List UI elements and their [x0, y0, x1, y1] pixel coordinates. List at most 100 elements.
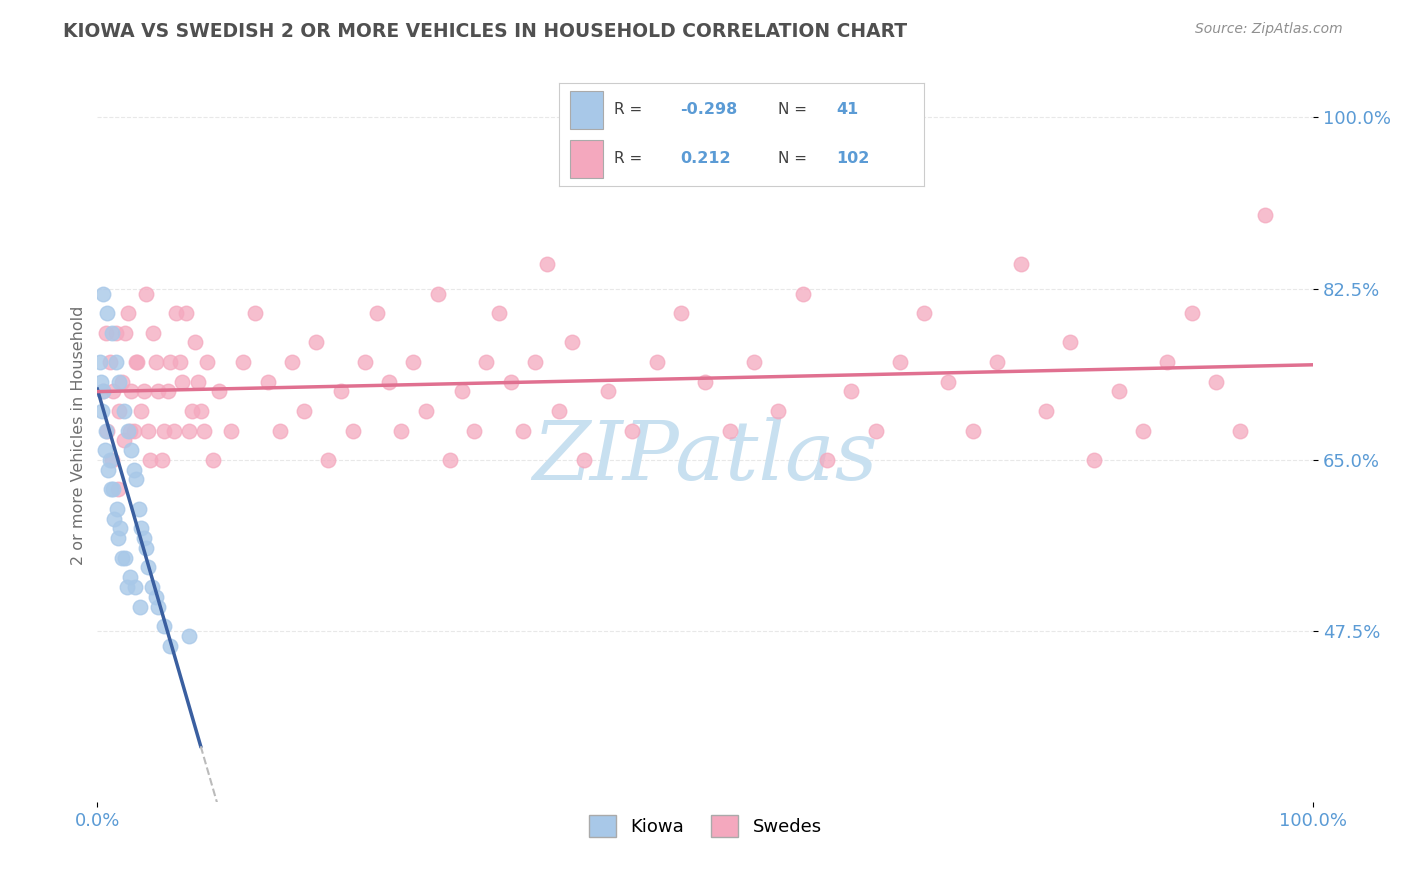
- Point: [962, 424, 984, 438]
- Point: [232, 355, 254, 369]
- Point: [120, 424, 142, 438]
- Point: [117, 306, 139, 320]
- Point: [190, 404, 212, 418]
- Point: [101, 453, 124, 467]
- Point: [181, 404, 204, 418]
- Point: [101, 326, 124, 340]
- Point: [1083, 453, 1105, 467]
- Point: [110, 521, 132, 535]
- Point: [96, 424, 118, 438]
- Point: [439, 453, 461, 467]
- Point: [865, 424, 887, 438]
- Point: [159, 355, 181, 369]
- Point: [150, 453, 173, 467]
- Point: [378, 375, 401, 389]
- Point: [488, 306, 510, 320]
- Point: [187, 375, 209, 389]
- Point: [163, 424, 186, 438]
- Point: [128, 501, 150, 516]
- Point: [177, 629, 200, 643]
- Point: [172, 375, 194, 389]
- Point: [426, 286, 449, 301]
- Text: KIOWA VS SWEDISH 2 OR MORE VEHICLES IN HOUSEHOLD CORRELATION CHART: KIOWA VS SWEDISH 2 OR MORE VEHICLES IN H…: [63, 22, 907, 41]
- Point: [112, 404, 135, 418]
- Point: [153, 619, 176, 633]
- Point: [695, 375, 717, 389]
- Point: [201, 453, 224, 467]
- Point: [342, 424, 364, 438]
- Point: [768, 404, 790, 418]
- Point: [389, 424, 412, 438]
- Point: [159, 639, 181, 653]
- Point: [104, 355, 127, 369]
- Point: [89, 355, 111, 369]
- Point: [669, 306, 692, 320]
- Point: [120, 384, 142, 399]
- Point: [183, 335, 205, 350]
- Point: [548, 404, 571, 418]
- Point: [815, 453, 838, 467]
- Point: [156, 384, 179, 399]
- Point: [135, 541, 157, 555]
- Point: [329, 384, 352, 399]
- Point: [742, 355, 765, 369]
- Point: [281, 355, 304, 369]
- Point: [536, 257, 558, 271]
- Point: [499, 375, 522, 389]
- Point: [146, 599, 169, 614]
- Point: [145, 355, 167, 369]
- Point: [1253, 208, 1275, 222]
- Point: [463, 424, 485, 438]
- Point: [1156, 355, 1178, 369]
- Point: [135, 286, 157, 301]
- Point: [174, 306, 197, 320]
- Point: [145, 590, 167, 604]
- Point: [100, 482, 122, 496]
- Point: [572, 453, 595, 467]
- Point: [117, 424, 139, 438]
- Point: [193, 424, 215, 438]
- Point: [561, 335, 583, 350]
- Point: [94, 326, 117, 340]
- Point: [125, 355, 148, 369]
- Point: [938, 375, 960, 389]
- Point: [98, 453, 121, 467]
- Point: [96, 306, 118, 320]
- Point: [986, 355, 1008, 369]
- Point: [1059, 335, 1081, 350]
- Point: [292, 404, 315, 418]
- Point: [208, 384, 231, 399]
- Point: [101, 384, 124, 399]
- Point: [177, 424, 200, 438]
- Point: [125, 472, 148, 486]
- Text: ZIPatlas: ZIPatlas: [533, 417, 879, 498]
- Point: [98, 355, 121, 369]
- Point: [1010, 257, 1032, 271]
- Point: [105, 501, 128, 516]
- Point: [129, 404, 152, 418]
- Point: [169, 355, 191, 369]
- Point: [245, 306, 267, 320]
- Point: [91, 404, 114, 418]
- Point: [97, 462, 120, 476]
- Point: [195, 355, 218, 369]
- Y-axis label: 2 or more Vehicles in Household: 2 or more Vehicles in Household: [72, 306, 86, 565]
- Point: [718, 424, 741, 438]
- Point: [111, 375, 134, 389]
- Point: [165, 306, 187, 320]
- Point: [127, 355, 149, 369]
- Point: [132, 384, 155, 399]
- Point: [219, 424, 242, 438]
- Point: [93, 384, 115, 399]
- Point: [1229, 424, 1251, 438]
- Point: [839, 384, 862, 399]
- Point: [1108, 384, 1130, 399]
- Point: [153, 424, 176, 438]
- Point: [90, 375, 112, 389]
- Point: [120, 570, 142, 584]
- Point: [104, 326, 127, 340]
- Point: [93, 286, 115, 301]
- Point: [129, 599, 152, 614]
- Point: [1132, 424, 1154, 438]
- Point: [621, 424, 644, 438]
